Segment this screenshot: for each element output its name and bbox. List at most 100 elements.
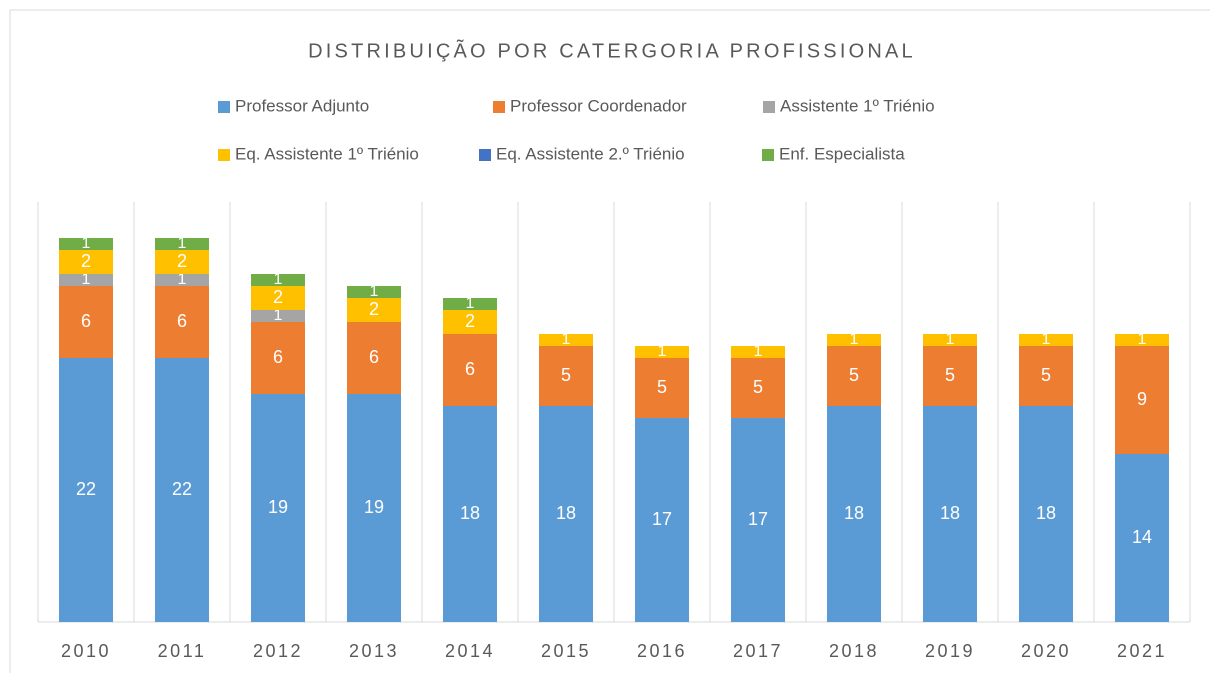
x-tick-label: 2014 xyxy=(445,641,495,661)
bar-segment xyxy=(155,274,209,286)
legend-swatch xyxy=(479,149,491,161)
data-label: 1 xyxy=(274,271,283,288)
bar-segment xyxy=(635,418,689,622)
data-label: 1 xyxy=(274,307,283,324)
data-label: 9 xyxy=(1137,389,1147,409)
bar-segment xyxy=(827,334,881,346)
x-tick-label: 2016 xyxy=(637,641,687,661)
legend-label: Enf. Especialista xyxy=(779,144,905,163)
legend-label: Eq. Assistente 1º Triénio xyxy=(235,144,419,163)
bar-segment xyxy=(923,334,977,346)
bar-segment xyxy=(827,406,881,622)
x-tick-label: 2017 xyxy=(733,641,783,661)
bar-segment xyxy=(251,310,305,322)
data-label: 2 xyxy=(81,251,91,271)
data-label: 19 xyxy=(268,497,288,517)
data-label: 18 xyxy=(940,503,960,523)
data-label: 1 xyxy=(178,235,187,252)
x-tick-label: 2018 xyxy=(829,641,879,661)
chart-frame xyxy=(9,9,1210,673)
bar-segment xyxy=(1115,334,1169,346)
x-tick-label: 2013 xyxy=(349,641,399,661)
bar-segment xyxy=(59,238,113,250)
legend-swatch xyxy=(762,149,774,161)
chart-title: DISTRIBUIÇÃO POR CATERGORIA PROFISSIONAL xyxy=(308,38,916,62)
bar-segment xyxy=(347,286,401,298)
bar-segment xyxy=(251,394,305,622)
data-label: 6 xyxy=(81,311,91,331)
bar-segment xyxy=(923,346,977,406)
data-label: 5 xyxy=(1041,365,1051,385)
legend-label: Eq. Assistente 2.º Triénio xyxy=(496,144,685,163)
data-label: 1 xyxy=(466,295,475,312)
data-label: 18 xyxy=(844,503,864,523)
bar-segment xyxy=(731,418,785,622)
data-label: 18 xyxy=(460,503,480,523)
data-label: 5 xyxy=(945,365,955,385)
data-label: 1 xyxy=(82,235,91,252)
bar-segment xyxy=(59,274,113,286)
data-label: 1 xyxy=(1138,331,1147,348)
data-label: 14 xyxy=(1132,527,1152,547)
data-label: 5 xyxy=(753,377,763,397)
data-label: 2 xyxy=(177,251,187,271)
bar-segment xyxy=(251,322,305,394)
data-label: 5 xyxy=(657,377,667,397)
bar-segment xyxy=(635,346,689,358)
bar-segment xyxy=(155,286,209,358)
data-label: 2 xyxy=(465,311,475,331)
data-label: 1 xyxy=(370,283,379,300)
data-label: 5 xyxy=(561,365,571,385)
data-label: 6 xyxy=(273,347,283,367)
bar-segment xyxy=(347,322,401,394)
bar-segment xyxy=(1019,346,1073,406)
data-label: 1 xyxy=(82,271,91,288)
bar-segment xyxy=(1115,346,1169,454)
bar-segment xyxy=(443,406,497,622)
data-label: 1 xyxy=(178,271,187,288)
bar-segment xyxy=(731,358,785,418)
x-tick-label: 2020 xyxy=(1021,641,1071,661)
x-tick-label: 2012 xyxy=(253,641,303,661)
data-label: 6 xyxy=(177,311,187,331)
data-label: 2 xyxy=(369,299,379,319)
bar-segment xyxy=(155,238,209,250)
bar-segment xyxy=(155,250,209,274)
data-label: 22 xyxy=(76,479,96,499)
data-label: 17 xyxy=(748,509,768,529)
legend-swatch xyxy=(493,101,505,113)
data-label: 5 xyxy=(849,365,859,385)
legend-swatch xyxy=(218,101,230,113)
bar-segment xyxy=(731,346,785,358)
bar-segment xyxy=(59,286,113,358)
data-label: 18 xyxy=(556,503,576,523)
bar-segment xyxy=(251,274,305,286)
data-label: 1 xyxy=(754,343,763,360)
data-label: 19 xyxy=(364,497,384,517)
data-label: 6 xyxy=(465,359,475,379)
x-tick-label: 2010 xyxy=(61,641,111,661)
x-tick-label: 2021 xyxy=(1117,641,1167,661)
bar-segment xyxy=(539,346,593,406)
bar-segment xyxy=(539,334,593,346)
data-label: 1 xyxy=(1042,331,1051,348)
bar-segment xyxy=(1019,406,1073,622)
data-label: 1 xyxy=(658,343,667,360)
data-label: 1 xyxy=(850,331,859,348)
bar-segment xyxy=(443,298,497,310)
data-label: 22 xyxy=(172,479,192,499)
bar-segment xyxy=(539,406,593,622)
data-label: 2 xyxy=(273,287,283,307)
legend-label: Professor Coordenador xyxy=(510,96,687,115)
data-label: 1 xyxy=(946,331,955,348)
bar-segment xyxy=(59,358,113,622)
bar-segment xyxy=(443,310,497,334)
legend-label: Assistente 1º Triénio xyxy=(780,96,935,115)
bar-segment xyxy=(443,334,497,406)
bar-segment xyxy=(827,346,881,406)
bar-segment xyxy=(1115,454,1169,622)
data-label: 1 xyxy=(562,331,571,348)
legend-label: Professor Adjunto xyxy=(235,96,369,115)
bar-segment xyxy=(155,358,209,622)
